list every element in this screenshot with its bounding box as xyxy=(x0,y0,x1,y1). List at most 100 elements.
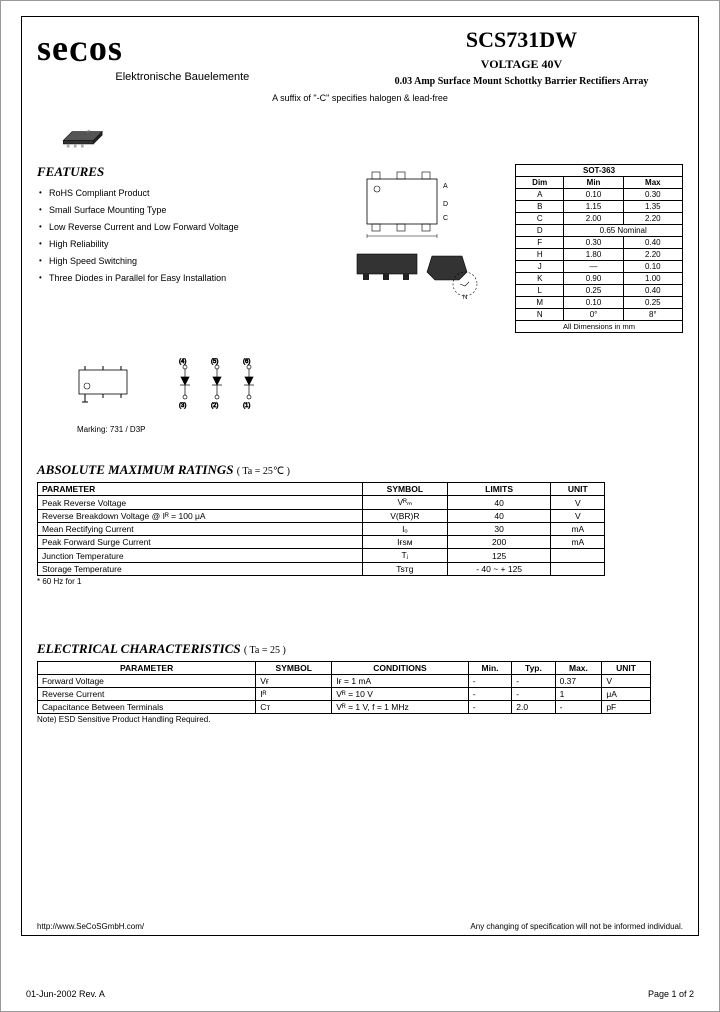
features-heading: FEATURES xyxy=(37,164,308,180)
content-frame: seᴄos Elektronische Bauelemente SCS731DW… xyxy=(21,16,699,936)
table-cell: Tⱼ xyxy=(362,549,447,563)
table-cell: Junction Temperature xyxy=(38,549,363,563)
table-cell: Forward Voltage xyxy=(38,675,256,688)
dim-cell: 1.00 xyxy=(623,273,682,285)
svg-text:(3): (3) xyxy=(179,403,186,409)
dim-cell: 2.00 xyxy=(564,213,623,225)
dim-cell: D xyxy=(516,225,564,237)
table-cell: V(BR)R xyxy=(362,510,447,523)
schematic-row: (4)(5)(6) (3)(2)(1) xyxy=(37,353,683,413)
package-diagram: A D C N xyxy=(308,164,515,333)
table-cell: 2.0 xyxy=(512,701,555,714)
table-cell: Storage Temperature xyxy=(38,563,363,576)
dim-table-title: SOT-363 xyxy=(516,165,683,177)
table-header: CONDITIONS xyxy=(332,662,469,675)
table-cell: 125 xyxy=(448,549,551,563)
page-number: Page 1 of 2 xyxy=(648,989,694,999)
dim-cell: 0.10 xyxy=(564,297,623,309)
dim-cell: 2.20 xyxy=(623,213,682,225)
dim-cell: 0.40 xyxy=(623,237,682,249)
feature-item: High Reliability xyxy=(39,239,308,249)
svg-text:D: D xyxy=(443,201,448,208)
dim-header: Dim xyxy=(516,177,564,189)
marking-note: Marking: 731 / D3P xyxy=(77,425,683,434)
table-header: LIMITS xyxy=(448,483,551,496)
svg-text:A: A xyxy=(443,183,448,190)
elec-section: ELECTRICAL CHARACTERISTICS ( Ta = 25 ) P… xyxy=(37,641,683,724)
dim-cell: B xyxy=(516,201,564,213)
dimension-table: SOT-363 Dim Min Max A0.100.30 B1.151.35 … xyxy=(515,164,683,333)
mid-row: FEATURES RoHS Compliant Product Small Su… xyxy=(37,164,683,333)
table-cell: - xyxy=(512,688,555,701)
dim-cell: 1.80 xyxy=(564,249,623,261)
part-number: SCS731DW xyxy=(360,27,683,53)
elec-table: PARAMETER SYMBOL CONDITIONS Min. Typ. Ma… xyxy=(37,661,651,714)
feature-item: Three Diodes in Parallel for Easy Instal… xyxy=(39,273,308,283)
dimension-table-column: SOT-363 Dim Min Max A0.100.30 B1.151.35 … xyxy=(515,164,683,333)
table-cell: V xyxy=(602,675,650,688)
dim-cell: M xyxy=(516,297,564,309)
dim-cell: 0.25 xyxy=(564,285,623,297)
table-cell: - xyxy=(512,675,555,688)
abs-max-title: ABSOLUTE MAXIMUM RATINGS xyxy=(37,462,234,477)
dim-cell: J xyxy=(516,261,564,273)
voltage-line: VOLTAGE 40V xyxy=(360,57,683,72)
table-cell: - xyxy=(555,701,602,714)
company-url[interactable]: http://www.SeCoSGmbH.com/ xyxy=(37,922,144,931)
table-cell: - xyxy=(468,688,512,701)
table-cell: 1 xyxy=(555,688,602,701)
table-cell xyxy=(551,563,605,576)
svg-text:N: N xyxy=(463,295,467,301)
dim-cell: 0.30 xyxy=(623,189,682,201)
dim-cell: 0.40 xyxy=(623,285,682,297)
table-cell: Vᴿ = 1 V, f = 1 MHz xyxy=(332,701,469,714)
table-cell: Iғsм xyxy=(362,536,447,549)
elec-title: ELECTRICAL CHARACTERISTICS xyxy=(37,641,241,656)
table-header: SYMBOL xyxy=(256,662,332,675)
svg-text:(6): (6) xyxy=(243,359,250,365)
elec-note: Note) ESD Sensitive Product Handling Req… xyxy=(37,715,683,724)
table-header: UNIT xyxy=(551,483,605,496)
tagline: Elektronische Bauelemente xyxy=(37,71,328,83)
table-header: PARAMETER xyxy=(38,662,256,675)
abs-max-section: ABSOLUTE MAXIMUM RATINGS ( Ta = 25℃ ) PA… xyxy=(37,462,683,586)
dim-cell: 0.10 xyxy=(564,189,623,201)
table-cell: V xyxy=(551,496,605,510)
dim-cell: 2.20 xyxy=(623,249,682,261)
table-cell: 40 xyxy=(448,496,551,510)
elec-cond: ( Ta = 25 ) xyxy=(244,645,286,656)
dim-cell: C xyxy=(516,213,564,225)
table-cell: mA xyxy=(551,523,605,536)
product-description: 0.03 Amp Surface Mount Schottky Barrier … xyxy=(360,76,683,87)
table-cell: Iᴿ xyxy=(256,688,332,701)
table-cell: Vғ xyxy=(256,675,332,688)
logo-block: seᴄos Elektronische Bauelemente xyxy=(37,27,328,83)
svg-text:(2): (2) xyxy=(211,403,218,409)
title-block: SCS731DW VOLTAGE 40V 0.03 Amp Surface Mo… xyxy=(360,27,683,87)
table-cell: - xyxy=(468,675,512,688)
table-cell: Tsᴛg xyxy=(362,563,447,576)
disclaimer: Any changing of specification will not b… xyxy=(470,922,683,931)
dim-cell: K xyxy=(516,273,564,285)
company-logo: seᴄos xyxy=(37,27,328,69)
table-header: SYMBOL xyxy=(362,483,447,496)
table-cell: V xyxy=(551,510,605,523)
circuit-diagram-icon: (4)(5)(6) (3)(2)(1) xyxy=(177,353,277,413)
dim-table-footer: All Dimensions in mm xyxy=(516,321,683,333)
dim-cell: 0° xyxy=(564,309,623,321)
table-cell: Capacitance Between Terminals xyxy=(38,701,256,714)
svg-text:(4): (4) xyxy=(179,359,186,365)
table-cell: pF xyxy=(602,701,650,714)
dim-cell: 8° xyxy=(623,309,682,321)
table-header: Max. xyxy=(555,662,602,675)
feature-item: Small Surface Mounting Type xyxy=(39,205,308,215)
abs-max-note: * 60 Hz for 1 xyxy=(37,577,683,586)
feature-item: High Speed Switching xyxy=(39,256,308,266)
date-rev: 01-Jun-2002 Rev. A xyxy=(26,989,105,999)
suffix-note: A suffix of "-C" specifies halogen & lea… xyxy=(37,93,683,103)
dim-cell: N xyxy=(516,309,564,321)
table-header: UNIT xyxy=(602,662,650,675)
svg-text:C: C xyxy=(443,215,448,222)
inner-footer: http://www.SeCoSGmbH.com/ Any changing o… xyxy=(37,922,683,931)
table-cell: Peak Reverse Voltage xyxy=(38,496,363,510)
